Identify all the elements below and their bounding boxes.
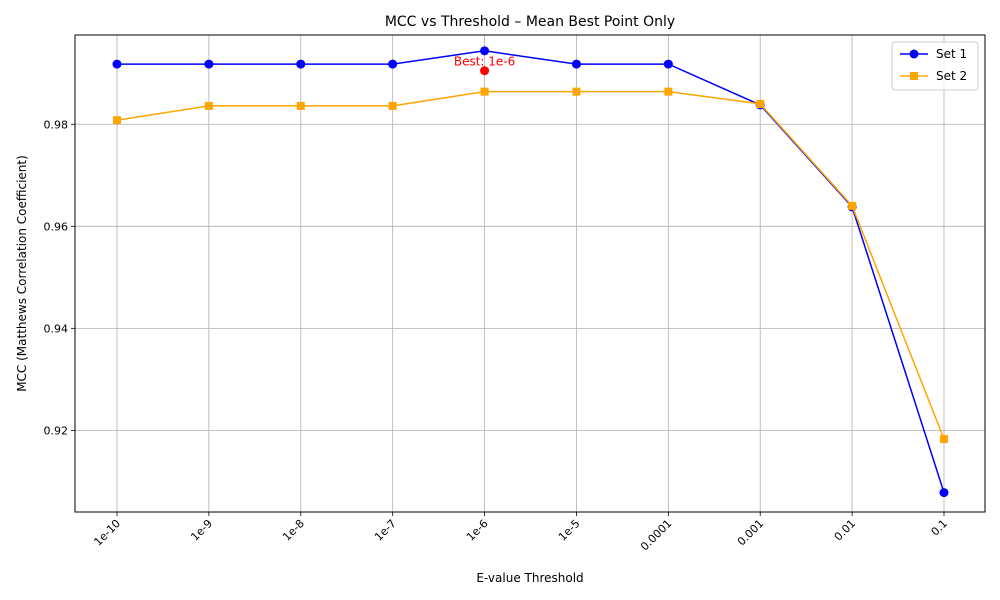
series-2-point [388, 101, 397, 110]
series-2-point [572, 87, 581, 96]
series-1-point [204, 59, 214, 69]
y-axis-ticks: 0.92 0.94 0.96 0.98 [44, 118, 75, 437]
series-2-point [480, 87, 489, 96]
legend-label: Set 2 [936, 69, 967, 83]
y-tick-label: 0.96 [44, 220, 69, 233]
series-1-point [388, 59, 398, 69]
series-2-point [204, 101, 213, 110]
legend: Set 1 Set 2 [891, 41, 979, 91]
series-1-point [112, 59, 122, 69]
y-tick-label: 0.98 [44, 118, 69, 131]
series-2-point [940, 435, 948, 444]
best-point-label: Best: 1e-6 [454, 55, 515, 69]
series-2-point [113, 116, 121, 125]
grid [75, 35, 985, 512]
y-axis-label: MCC (Matthews Correlation Coefficient) [15, 155, 29, 392]
series-1-point [939, 488, 949, 498]
series-2-point [296, 101, 305, 110]
y-tick-label: 0.94 [44, 322, 69, 335]
legend-label: Set 1 [936, 47, 967, 61]
best-point-marker [480, 66, 490, 76]
chart-title: MCC vs Threshold – Mean Best Point Only [385, 14, 675, 30]
series-2-line [116, 90, 945, 440]
x-axis-label: E-value Threshold [476, 571, 583, 585]
series-2-point [848, 201, 857, 210]
plot-frame [74, 34, 986, 513]
series-2-point [664, 87, 673, 96]
series-1-point [296, 59, 306, 69]
series-layer [112, 46, 949, 498]
series-1-point [480, 46, 490, 56]
series-1-point [571, 59, 581, 69]
legend-marker [910, 72, 918, 80]
y-tick-label: 0.92 [44, 424, 69, 437]
series-2-point [756, 99, 765, 108]
annotation-layer: Best: 1e-6 [454, 55, 515, 76]
series-1-point [663, 59, 673, 69]
legend-marker [909, 49, 919, 59]
